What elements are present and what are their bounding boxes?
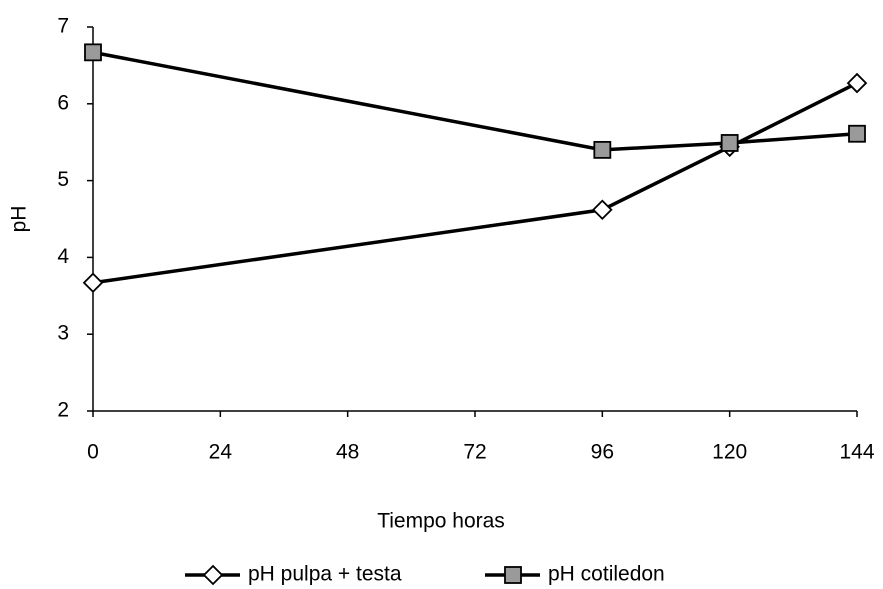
legend-label: pH pulpa + testa [248,563,402,586]
y-tick-label: 6 [57,91,69,114]
marker-diamond [846,72,868,94]
marker-square [848,124,866,143]
marker-diamond [82,272,104,294]
x-tick-label: 96 [591,441,614,464]
marker-square [504,566,522,584]
marker-diamond [592,199,613,221]
marker-diamond [202,564,224,586]
y-tick-label: 2 [57,399,69,422]
x-tick-label: 48 [336,441,359,464]
marker-square [84,43,102,62]
legend-label: pH cotiledon [548,563,665,586]
x-tick-label: 120 [712,441,747,464]
x-tick-label: 24 [209,441,233,464]
x-tick-label: 0 [87,441,99,464]
series-line [92,50,858,152]
y-tick-label: 3 [57,322,69,345]
y-tick-label: 7 [57,15,69,38]
y-tick-label: 5 [57,168,69,191]
y-axis-label: pH [8,206,31,233]
x-tick-label: 72 [463,441,486,464]
y-tick-label: 4 [57,245,69,268]
x-tick-label: 144 [839,441,874,464]
marker-square [720,134,739,152]
x-axis-label: Tiempo horas [377,510,505,533]
series-line [92,81,858,285]
marker-square [593,140,612,159]
